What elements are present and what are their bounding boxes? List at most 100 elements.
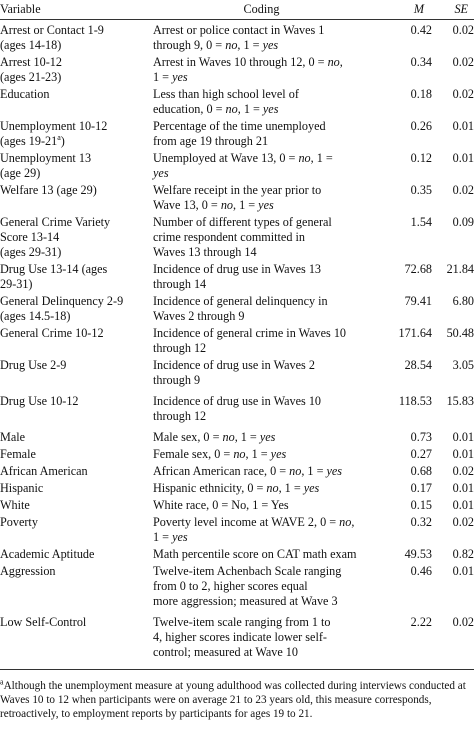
table-footnote: aAlthough the unemployment measure at yo… xyxy=(0,677,466,721)
row-coding: Unemployed at Wave 13, 0 = no, 1 = yes xyxy=(153,151,333,180)
row-mean: 0.15 xyxy=(410,498,432,512)
row-coding: White race, 0 = No, 1 = Yes xyxy=(153,498,289,512)
row-variable: Female xyxy=(0,447,36,461)
row-se: 3.05 xyxy=(452,358,474,372)
row-coding: Number of different types of general crim… xyxy=(153,215,332,259)
table-row: Unemployment 10-12 (ages 19-21a) Percentag… xyxy=(0,119,474,149)
row-coding: Incidence of drug use in Waves 13 through… xyxy=(153,262,322,291)
row-variable: African American xyxy=(0,464,88,478)
row-mean: 0.68 xyxy=(410,464,432,478)
table-row: Drug Use 10-12 Incidence of drug use in W… xyxy=(0,394,474,424)
row-variable: Unemployment 10-12 (ages 19-21a) xyxy=(0,119,108,148)
row-mean: 0.42 xyxy=(410,23,432,37)
table-row: Poverty Poverty level income at WAVE 2, 0… xyxy=(0,515,474,545)
table-header: Variable Coding M SE xyxy=(0,0,474,19)
row-mean: 0.34 xyxy=(410,55,432,69)
row-se: 0.01 xyxy=(452,151,474,165)
row-variable: Unemployment 13 (age 29) xyxy=(0,151,92,180)
table-row: Hispanic Hispanic ethnicity, 0 = no, 1 = … xyxy=(0,481,474,496)
row-se: 6.80 xyxy=(452,294,474,308)
table-row: Female Female sex, 0 = no, 1 = yes 0.27 0.0… xyxy=(0,447,474,462)
row-variable: Arrest or Contact 1-9 (ages 14-18) xyxy=(0,23,104,52)
bottom-rule xyxy=(0,669,474,670)
row-mean: 0.17 xyxy=(410,481,432,495)
row-mean: 0.35 xyxy=(410,183,432,197)
row-se: 0.02 xyxy=(452,464,474,478)
row-coding: Poverty level income at WAVE 2, 0 = no, 1… xyxy=(153,515,355,544)
row-variable: Poverty xyxy=(0,515,38,529)
row-coding: Incidence of drug use in Waves 10 through… xyxy=(153,394,322,423)
row-se: 0.09 xyxy=(452,215,474,229)
row-mean: 171.64 xyxy=(398,326,432,340)
header-mean: M xyxy=(413,2,424,16)
row-variable: Arrest 10-12 (ages 21-23) xyxy=(0,55,62,84)
table-row: Arrest 10-12 (ages 21-23) Arrest in Waves … xyxy=(0,55,474,85)
row-mean: 1.54 xyxy=(410,215,432,229)
table-row: General Delinquency 2-9 (ages 14.5-18) Inc… xyxy=(0,294,474,324)
row-coding: Welfare receipt in the year prior to Wave… xyxy=(153,183,322,212)
row-se: 0.02 xyxy=(452,183,474,197)
row-mean: 49.53 xyxy=(404,547,432,561)
row-variable: Low Self-Control xyxy=(0,615,87,629)
row-mean: 72.68 xyxy=(404,262,432,276)
row-coding: Arrest or police contact in Waves 1 throu… xyxy=(153,23,325,52)
row-se: 15.83 xyxy=(446,394,474,408)
row-variable: Male xyxy=(0,430,26,444)
row-se: 0.02 xyxy=(452,615,474,629)
table-row: Arrest or Contact 1-9 (ages 14-18) Arrest … xyxy=(0,23,474,53)
table-row: Male Male sex, 0 = no, 1 = yes 0.73 0.01 xyxy=(0,430,474,445)
row-se: 0.02 xyxy=(452,87,474,101)
row-mean: 0.32 xyxy=(410,515,432,529)
row-mean: 0.12 xyxy=(410,151,432,165)
row-variable: Hispanic xyxy=(0,481,44,495)
row-coding: Male sex, 0 = no, 1 = yes xyxy=(153,430,276,444)
row-se: 0.02 xyxy=(452,515,474,529)
row-coding: Twelve-item scale ranging from 1 to 4, hi… xyxy=(153,615,331,659)
table-row: Aggression Twelve-item Achenbach Scale ra… xyxy=(0,564,474,609)
row-mean: 0.46 xyxy=(410,564,432,578)
row-variable: Academic Aptitude xyxy=(0,547,95,561)
row-variable: Drug Use 10-12 xyxy=(0,394,79,408)
row-se: 0.02 xyxy=(452,55,474,69)
row-coding: African American race, 0 = no, 1 = yes xyxy=(153,464,343,478)
row-se: 0.82 xyxy=(452,547,474,561)
table-row: Low Self-Control Twelve-item scale rangin… xyxy=(0,615,474,660)
header-rule xyxy=(0,19,474,20)
table-row: African American African American race, 0… xyxy=(0,464,474,479)
row-mean: 0.26 xyxy=(410,119,432,133)
table-row: General Crime Variety Score 13-14 (ages 29… xyxy=(0,215,474,260)
row-mean: 28.54 xyxy=(404,358,432,372)
row-variable: General Delinquency 2-9 (ages 14.5-18) xyxy=(0,294,124,323)
table-row: Unemployment 13 (age 29) Unemployed at Wav… xyxy=(0,151,474,181)
row-variable: Drug Use 2-9 xyxy=(0,358,67,372)
table-row: Drug Use 2-9 Incidence of drug use in Wav… xyxy=(0,358,474,388)
row-se: 0.01 xyxy=(452,447,474,461)
row-se: 0.01 xyxy=(452,481,474,495)
row-coding: Arrest in Waves 10 through 12, 0 = no, 1 … xyxy=(153,55,343,84)
row-mean: 0.27 xyxy=(410,447,432,461)
row-coding: Female sex, 0 = no, 1 = yes xyxy=(153,447,287,461)
row-se: 0.01 xyxy=(452,498,474,512)
row-mean: 118.53 xyxy=(398,394,432,408)
table-row: Welfare 13 (age 29) Welfare receipt in th… xyxy=(0,183,474,213)
row-mean: 2.22 xyxy=(410,615,432,629)
header-coding: Coding xyxy=(243,2,280,16)
row-se: 0.01 xyxy=(452,430,474,444)
row-mean: 0.18 xyxy=(410,87,432,101)
row-coding: Incidence of drug use in Waves 2 through … xyxy=(153,358,315,387)
row-variable: Drug Use 13-14 (ages 29-31) xyxy=(0,262,108,291)
row-se: 50.48 xyxy=(446,326,474,340)
row-se: 21.84 xyxy=(446,262,474,276)
row-coding: Incidence of general delinquency in Waves… xyxy=(153,294,328,323)
row-variable: White xyxy=(0,498,30,512)
row-coding: Percentage of the time unemployed from ag… xyxy=(153,119,326,148)
table-row: White White race, 0 = No, 1 = Yes 0.15 0.01 xyxy=(0,498,474,513)
row-variable: General Crime 10-12 xyxy=(0,326,104,340)
table-row: General Crime 10-12 Incidence of general … xyxy=(0,326,474,356)
row-coding: Hispanic ethnicity, 0 = no, 1 = yes xyxy=(153,481,320,495)
row-se: 0.01 xyxy=(452,564,474,578)
row-variable: Aggression xyxy=(0,564,56,578)
row-se: 0.02 xyxy=(452,23,474,37)
